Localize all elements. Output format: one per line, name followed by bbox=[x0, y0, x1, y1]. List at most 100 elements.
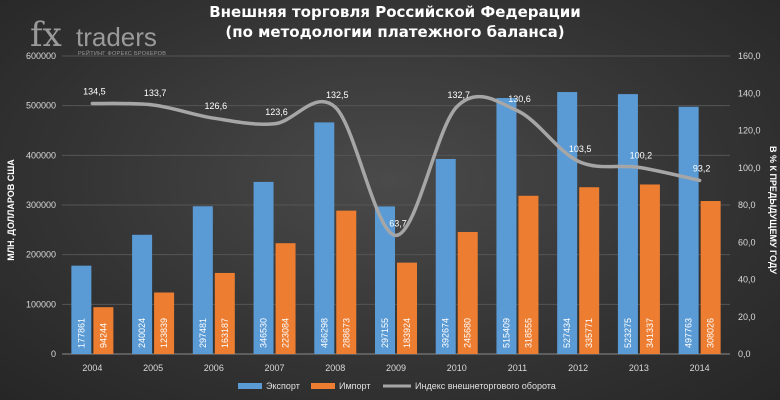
export-bar-label: 177861 bbox=[76, 318, 86, 348]
export-bar bbox=[314, 122, 335, 354]
index-label: 63,7 bbox=[389, 218, 407, 228]
index-label: 130,6 bbox=[508, 94, 531, 104]
x-tick-label: 2006 bbox=[204, 363, 224, 373]
bar-labels: 177861 240024 297481 346530 466298 297155 3926… bbox=[76, 318, 715, 348]
index-line-group bbox=[90, 94, 702, 238]
x-tick-label: 2010 bbox=[447, 363, 467, 373]
import-bar-label: 183924 bbox=[402, 318, 412, 348]
import-bar bbox=[275, 243, 296, 354]
y-tick-label: 0 bbox=[51, 349, 56, 359]
export-bar bbox=[617, 94, 638, 354]
x-tick-label: 2012 bbox=[568, 363, 588, 373]
export-bar-label: 497763 bbox=[684, 318, 694, 348]
export-bar-label: 515409 bbox=[501, 318, 511, 348]
x-tick-label: 2009 bbox=[386, 363, 406, 373]
import-bar-label: 308026 bbox=[706, 318, 716, 348]
legend: Экспорт Импорт Индекс внешнеторгового об… bbox=[238, 381, 556, 391]
import-bar bbox=[518, 195, 539, 354]
index-line-labels: 134,5 133,7 126,6 123,6 132,5 63,7 132,7 130,6 1… bbox=[83, 86, 710, 228]
import-bar bbox=[214, 272, 235, 354]
x-axis-ticks: 2004 2005 2006 2007 2008 2009 2010 2011 2012 2013… bbox=[82, 363, 709, 373]
y-axis-title: МЛН. ДОЛЛАРОВ США bbox=[6, 159, 16, 261]
index-label: 93,2 bbox=[693, 163, 711, 173]
export-bar-label: 527434 bbox=[562, 318, 572, 348]
export-bar bbox=[557, 92, 578, 355]
index-line bbox=[90, 94, 702, 238]
export-bar-label: 392674 bbox=[441, 318, 451, 348]
y-tick-label: 600000 bbox=[26, 51, 56, 61]
index-label: 133,7 bbox=[144, 88, 167, 98]
y2-tick-label: 0,0 bbox=[738, 349, 751, 359]
index-label: 123,6 bbox=[265, 107, 288, 117]
import-bar bbox=[397, 262, 417, 354]
export-bar-label: 346530 bbox=[259, 318, 269, 348]
import-bar-label: 341337 bbox=[645, 318, 655, 348]
y2-tick-label: 20,0 bbox=[738, 312, 756, 322]
import-bar-label: 94244 bbox=[98, 323, 108, 348]
chart-subtitle: (по методологии платежного баланса) bbox=[225, 23, 564, 41]
export-bar-label: 297155 bbox=[380, 318, 390, 348]
import-bar-label: 245680 bbox=[463, 318, 473, 348]
index-label: 132,7 bbox=[447, 90, 470, 100]
index-label: 103,5 bbox=[569, 144, 592, 154]
export-bar-label: 523275 bbox=[623, 318, 633, 348]
index-label: 134,5 bbox=[83, 86, 106, 96]
import-bar bbox=[336, 210, 357, 354]
legend-index-label: Индекс внешнеторгового оборота bbox=[415, 381, 556, 391]
export-bar bbox=[253, 181, 274, 354]
logo-traders-text: traders bbox=[76, 22, 157, 52]
import-bar bbox=[93, 307, 114, 354]
export-bar bbox=[496, 98, 517, 355]
y-tick-label: 200000 bbox=[26, 250, 56, 260]
y-tick-label: 500000 bbox=[26, 101, 56, 111]
legend-import-swatch bbox=[311, 383, 335, 389]
export-bar bbox=[435, 158, 456, 354]
export-bar bbox=[678, 106, 699, 354]
import-bar bbox=[700, 201, 721, 354]
y2-tick-label: 140,0 bbox=[738, 88, 761, 98]
y-tick-label: 100000 bbox=[26, 299, 56, 309]
logo-tagline: РЕЙТИНГ ФОРЕКС БРОКЕРОВ bbox=[78, 49, 166, 57]
y2-tick-label: 120,0 bbox=[738, 126, 761, 136]
x-tick-label: 2005 bbox=[143, 363, 163, 373]
import-bar-label: 318555 bbox=[523, 318, 533, 348]
import-bar bbox=[457, 231, 478, 354]
x-tick-label: 2011 bbox=[508, 363, 527, 373]
logo-fx-text: fx bbox=[30, 15, 62, 55]
import-bar-label: 123839 bbox=[159, 318, 169, 348]
legend-export-swatch bbox=[238, 383, 262, 389]
bars bbox=[71, 92, 721, 355]
import-bar-label: 335771 bbox=[584, 318, 594, 348]
x-tick-label: 2013 bbox=[629, 363, 649, 373]
y2-tick-label: 80,0 bbox=[738, 200, 756, 210]
import-bar-label: 223084 bbox=[281, 318, 291, 348]
index-label: 132,5 bbox=[326, 90, 349, 100]
index-label: 100,2 bbox=[630, 150, 653, 160]
import-bar bbox=[579, 187, 600, 354]
y-axis-ticks: 0 100000 200000 300000 400000 500000 600000 bbox=[26, 51, 56, 359]
y2-axis-title: В % К ПРЕДЫДУЩЕМУ ГОДУ bbox=[768, 146, 778, 274]
export-bar bbox=[192, 206, 213, 354]
import-bar bbox=[639, 184, 660, 354]
y2-axis-ticks: 0,0 20,0 40,0 60,0 80,0 100,0 120,0 140,0 160,0 bbox=[738, 51, 761, 359]
x-tick-label: 2008 bbox=[325, 363, 345, 373]
y2-tick-label: 40,0 bbox=[738, 275, 756, 285]
import-bar-label: 163187 bbox=[220, 318, 230, 348]
index-label: 126,6 bbox=[205, 101, 228, 111]
export-bar-label: 466298 bbox=[319, 318, 329, 348]
chart-title: Внешняя торговля Российской Федерации bbox=[209, 3, 581, 21]
export-bar bbox=[375, 206, 395, 354]
fx-traders-logo: fx traders РЕЙТИНГ ФОРЕКС БРОКЕРОВ bbox=[30, 15, 166, 57]
export-bar-label: 240024 bbox=[137, 318, 147, 348]
x-tick-label: 2007 bbox=[265, 363, 285, 373]
x-tick-label: 2004 bbox=[82, 363, 102, 373]
export-bar-label: 297481 bbox=[198, 318, 208, 348]
x-tick-label: 2014 bbox=[690, 363, 710, 373]
y2-tick-label: 100,0 bbox=[738, 163, 761, 173]
export-bar bbox=[71, 265, 92, 354]
y-tick-label: 400000 bbox=[26, 150, 56, 160]
import-bar-label: 288673 bbox=[341, 318, 351, 348]
y2-tick-label: 160,0 bbox=[738, 51, 761, 61]
legend-export-label: Экспорт bbox=[266, 381, 300, 391]
